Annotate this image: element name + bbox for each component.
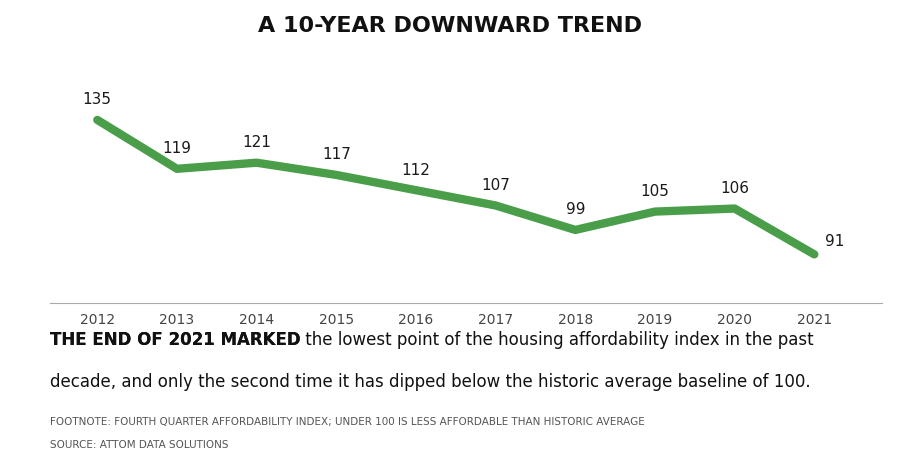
Text: 107: 107	[482, 178, 510, 193]
Text: 117: 117	[322, 147, 351, 163]
Text: 99: 99	[565, 202, 585, 218]
Text: 119: 119	[163, 141, 192, 156]
Text: THE END OF 2021 MARKED: THE END OF 2021 MARKED	[50, 331, 300, 349]
Text: 121: 121	[242, 135, 271, 150]
Text: the lowest point of the housing affordability index in the past: the lowest point of the housing affordab…	[300, 331, 814, 349]
Text: 106: 106	[720, 181, 749, 196]
Text: THE END OF 2021 MARKED: THE END OF 2021 MARKED	[50, 331, 300, 349]
Text: 112: 112	[401, 163, 430, 178]
Text: 135: 135	[83, 93, 112, 107]
Text: FOOTNOTE: FOURTH QUARTER AFFORDABILITY INDEX; UNDER 100 IS LESS AFFORDABLE THAN : FOOTNOTE: FOURTH QUARTER AFFORDABILITY I…	[50, 417, 644, 427]
Text: SOURCE: ATTOM DATA SOLUTIONS: SOURCE: ATTOM DATA SOLUTIONS	[50, 440, 228, 450]
Text: decade, and only the second time it has dipped below the historic average baseli: decade, and only the second time it has …	[50, 373, 810, 391]
Text: 91: 91	[825, 234, 845, 249]
Text: A 10-YEAR DOWNWARD TREND: A 10-YEAR DOWNWARD TREND	[258, 16, 642, 36]
Text: 105: 105	[641, 184, 670, 199]
